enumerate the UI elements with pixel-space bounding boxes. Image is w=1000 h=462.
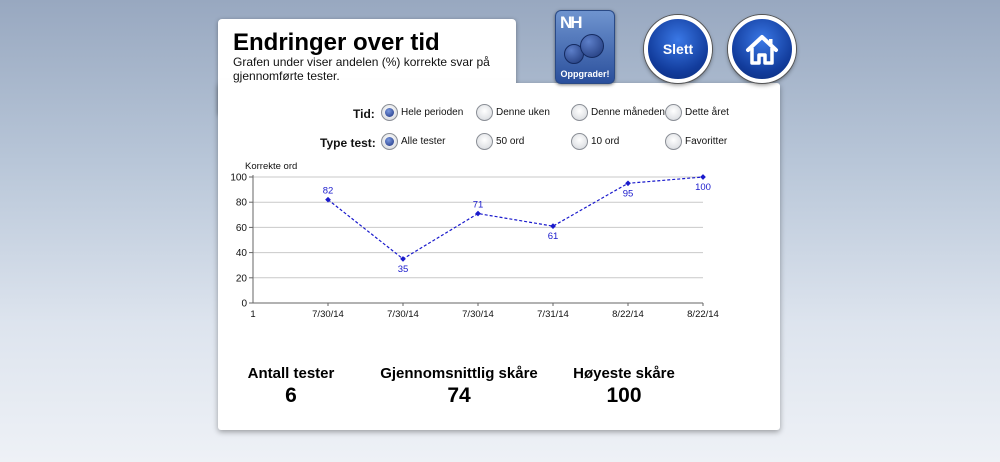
type-option-10-words[interactable]: 10 ord	[571, 133, 619, 150]
radio-icon	[665, 104, 682, 121]
content-card	[218, 83, 780, 430]
upgrade-app-button[interactable]: NH Oppgrader!	[555, 10, 615, 84]
home-icon	[746, 35, 778, 65]
radio-icon	[381, 104, 398, 121]
option-label: Alle tester	[401, 136, 446, 147]
data-label: 61	[548, 231, 559, 242]
x-tick-label: 8/22/14	[612, 309, 644, 320]
delete-label: Slett	[662, 41, 694, 57]
radio-icon	[476, 104, 493, 121]
x-tick-label: 8/22/14	[687, 309, 719, 320]
x-tick-label: 1	[250, 309, 255, 320]
data-label: 82	[323, 186, 334, 197]
x-tick-label: 7/31/14	[537, 309, 569, 320]
x-tick-label: 7/30/14	[312, 309, 344, 320]
option-label: Favoritter	[685, 136, 728, 147]
data-label: 71	[473, 200, 484, 211]
y-tick-label: 40	[236, 248, 248, 259]
app-logo: NH	[560, 13, 583, 32]
data-label: 35	[398, 264, 409, 275]
data-point	[550, 223, 556, 229]
radio-icon	[571, 104, 588, 121]
type-option-50-words[interactable]: 50 ord	[476, 133, 524, 150]
type-option-favorites[interactable]: Favoritter	[665, 133, 727, 150]
time-option-this-year[interactable]: Dette året	[665, 104, 729, 121]
x-tick-label: 7/30/14	[462, 309, 494, 320]
time-option-whole-period[interactable]: Hele perioden	[381, 104, 463, 121]
test-count-label: Antall tester	[247, 365, 335, 382]
time-filter-label: Tid:	[353, 107, 375, 121]
y-tick-label: 100	[230, 173, 247, 184]
delete-button[interactable]: Slett	[644, 15, 712, 83]
type-option-all-tests[interactable]: Alle tester	[381, 133, 445, 150]
series-line	[327, 176, 704, 260]
data-label: 95	[623, 188, 634, 199]
option-label: Denne måneden	[591, 107, 665, 118]
data-point	[700, 174, 706, 180]
y-tick-label: 0	[241, 299, 247, 310]
test-count-value: 6	[285, 384, 297, 407]
data-point	[475, 210, 481, 217]
type-filter-label: Type test:	[320, 136, 376, 150]
page-title: Endringer over tid	[233, 29, 440, 56]
average-score-label: Gjennomsnittlig skåre	[380, 365, 538, 382]
option-label: Denne uken	[496, 107, 550, 118]
y-tick-label: 20	[236, 273, 248, 284]
option-label: Dette året	[685, 107, 729, 118]
page-subtitle: Grafen under viser andelen (%) korrekte …	[233, 55, 490, 83]
radio-icon	[571, 133, 588, 150]
home-button[interactable]	[728, 15, 796, 83]
highest-score-value: 100	[606, 384, 642, 407]
x-tick-label: 7/30/14	[387, 309, 419, 320]
card-join	[218, 80, 516, 90]
option-label: Hele perioden	[401, 107, 464, 118]
option-label: 50 ord	[496, 136, 525, 147]
time-option-this-month[interactable]: Denne måneden	[571, 104, 665, 121]
upgrade-label: Oppgrader!	[560, 69, 610, 79]
radio-icon	[665, 133, 682, 150]
radio-icon	[381, 133, 398, 150]
data-point	[625, 180, 631, 187]
data-point	[325, 196, 331, 203]
y-axis-title: Korrekte ord	[245, 161, 297, 172]
radio-icon	[476, 133, 493, 150]
y-tick-label: 60	[236, 223, 248, 234]
average-score-value: 74	[447, 384, 471, 407]
option-label: 10 ord	[591, 136, 620, 147]
highest-score-label: Høyeste skåre	[573, 365, 675, 382]
y-tick-label: 80	[236, 198, 248, 209]
data-label: 100	[695, 182, 711, 193]
progress-line-chart: Korrekte ord 0 20 40 60 80 100 1 7/30/14 7/30/14 7…	[230, 161, 719, 320]
time-option-this-week[interactable]: Denne uken	[476, 104, 550, 121]
